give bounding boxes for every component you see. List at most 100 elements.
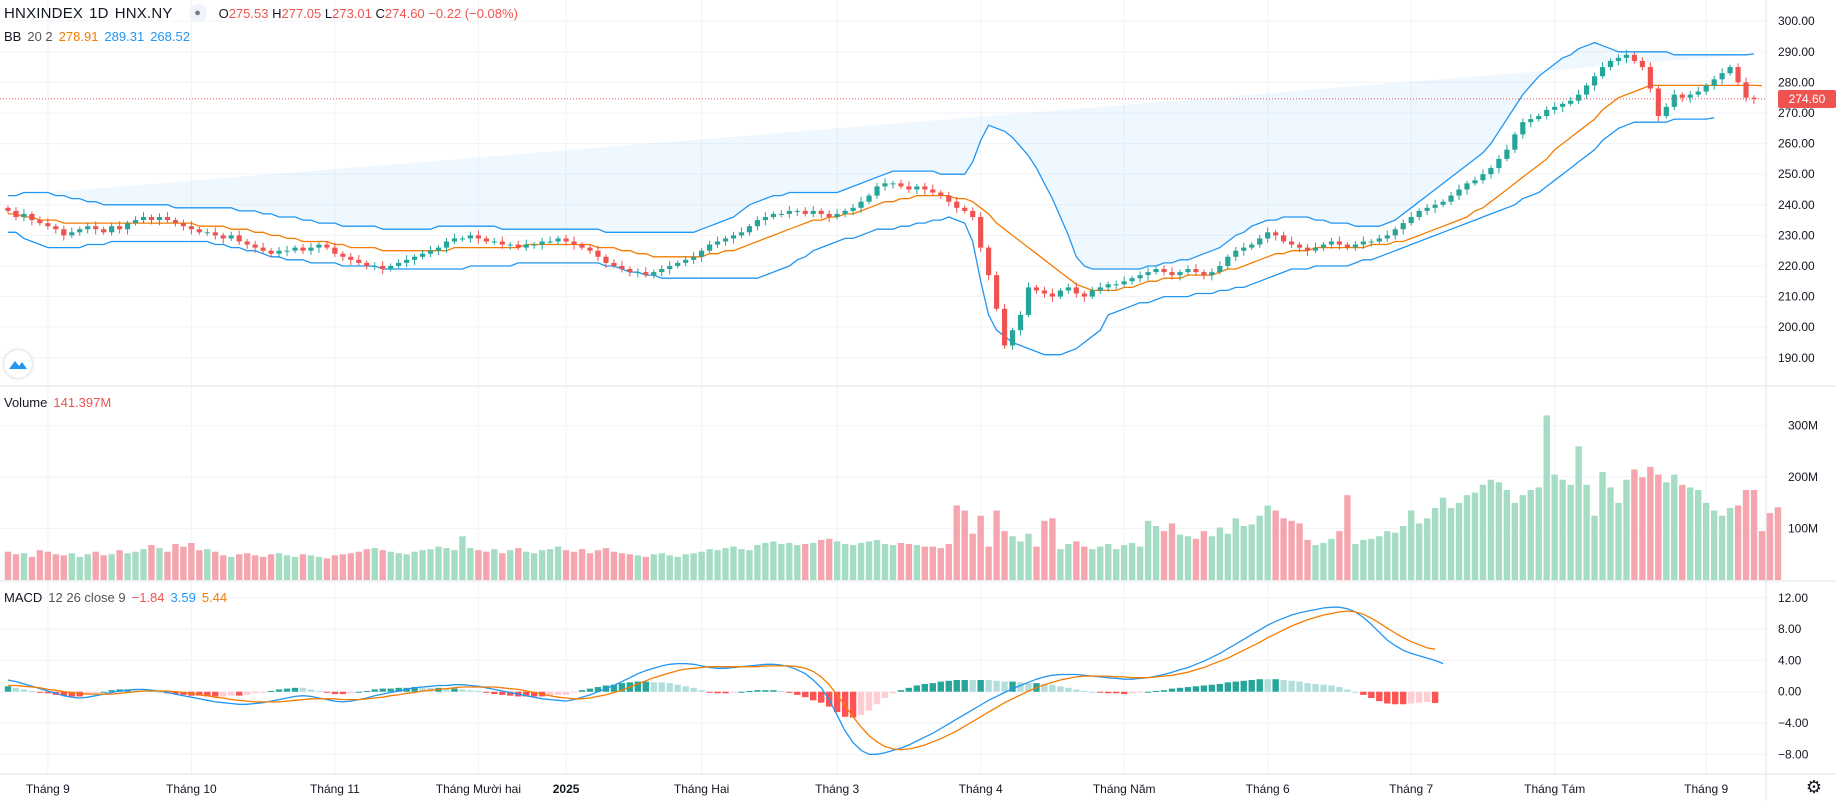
candle-body[interactable] bbox=[675, 262, 681, 266]
macd-histogram-bar[interactable] bbox=[68, 691, 75, 697]
macd-histogram-bar[interactable] bbox=[275, 689, 283, 692]
volume-bar[interactable] bbox=[1232, 518, 1239, 580]
macd-histogram-bar[interactable] bbox=[347, 691, 355, 694]
volume-bar[interactable] bbox=[1256, 515, 1263, 580]
macd-histogram-bar[interactable] bbox=[1073, 689, 1080, 692]
candle-body[interactable] bbox=[786, 210, 792, 214]
volume-bar[interactable] bbox=[1695, 490, 1702, 580]
volume-bar[interactable] bbox=[1415, 523, 1423, 580]
volume-bar[interactable] bbox=[1400, 526, 1407, 580]
macd-histogram-bar[interactable] bbox=[714, 691, 721, 694]
macd-pane[interactable] bbox=[4, 606, 1444, 755]
candle-body[interactable] bbox=[117, 226, 123, 230]
macd-histogram-bar[interactable] bbox=[993, 680, 1000, 692]
volume-bar[interactable] bbox=[1607, 487, 1614, 580]
macd-histogram-bar[interactable] bbox=[1065, 687, 1072, 692]
volume-bar[interactable] bbox=[546, 549, 554, 580]
macd-histogram-bar[interactable] bbox=[1152, 690, 1160, 692]
volume-bar[interactable] bbox=[12, 554, 20, 580]
candle-body[interactable] bbox=[898, 183, 904, 187]
macd-legend[interactable]: MACD 12 26 close 9 −1.84 3.59 5.44 bbox=[4, 590, 227, 605]
candle-body[interactable] bbox=[180, 223, 186, 227]
macd-histogram-bar[interactable] bbox=[873, 691, 881, 705]
macd-histogram-bar[interactable] bbox=[610, 684, 618, 692]
candle-body[interactable] bbox=[730, 235, 737, 239]
volume-bar[interactable] bbox=[283, 555, 291, 580]
candle-body[interactable] bbox=[1041, 290, 1048, 294]
volume-bar[interactable] bbox=[1655, 474, 1662, 580]
macd-histogram-bar[interactable] bbox=[1248, 680, 1255, 692]
macd-histogram-bar[interactable] bbox=[491, 691, 498, 695]
candle-body[interactable] bbox=[746, 226, 753, 233]
macd-histogram-bar[interactable] bbox=[243, 691, 251, 695]
candle-body[interactable] bbox=[1591, 76, 1598, 86]
volume-bar[interactable] bbox=[1152, 526, 1160, 580]
volume-bar[interactable] bbox=[714, 550, 721, 580]
volume-bar[interactable] bbox=[889, 545, 897, 580]
macd-histogram-bar[interactable] bbox=[562, 691, 570, 695]
volume-bar[interactable] bbox=[1280, 518, 1287, 580]
candle-body[interactable] bbox=[252, 244, 258, 248]
volume-bar[interactable] bbox=[762, 542, 769, 580]
macd-histogram-bar[interactable] bbox=[1144, 691, 1152, 693]
candle-body[interactable] bbox=[1065, 287, 1071, 291]
volume-bar[interactable] bbox=[451, 550, 458, 580]
volume-bar[interactable] bbox=[1360, 539, 1367, 580]
candle-body[interactable] bbox=[1751, 97, 1757, 99]
candle-body[interactable] bbox=[13, 210, 19, 218]
macd-histogram-bar[interactable] bbox=[220, 691, 227, 697]
volume-bar[interactable] bbox=[491, 549, 498, 580]
volume-bar[interactable] bbox=[1264, 505, 1271, 580]
macd-histogram-bar[interactable] bbox=[841, 691, 849, 717]
candle-body[interactable] bbox=[1169, 272, 1175, 276]
macd-histogram-bar[interactable] bbox=[1384, 691, 1391, 704]
volume-bar[interactable] bbox=[594, 550, 602, 580]
candle-body[interactable] bbox=[1528, 119, 1534, 123]
macd-histogram-bar[interactable] bbox=[1431, 691, 1439, 704]
volume-pane[interactable] bbox=[4, 415, 1782, 580]
volume-bar[interactable] bbox=[1519, 495, 1526, 580]
candle-body[interactable] bbox=[754, 220, 761, 227]
candle-body[interactable] bbox=[37, 220, 43, 224]
volume-bar[interactable] bbox=[403, 554, 410, 580]
volume-bar[interactable] bbox=[1240, 526, 1247, 580]
candle-body[interactable] bbox=[1400, 223, 1406, 230]
macd-histogram-bar[interactable] bbox=[1089, 691, 1096, 693]
volume-bar[interactable] bbox=[291, 556, 299, 580]
volume-bar[interactable] bbox=[642, 556, 649, 580]
volume-bar[interactable] bbox=[1208, 536, 1216, 580]
macd-histogram-bar[interactable] bbox=[180, 691, 187, 695]
volume-bar[interactable] bbox=[1671, 474, 1678, 580]
volume-bar[interactable] bbox=[857, 542, 865, 580]
volume-bar[interactable] bbox=[698, 551, 705, 580]
candle-body[interactable] bbox=[890, 183, 896, 185]
candle-body[interactable] bbox=[396, 262, 402, 266]
candle-body[interactable] bbox=[978, 217, 984, 248]
volume-bar[interactable] bbox=[929, 546, 937, 580]
volume-bar[interactable] bbox=[515, 548, 522, 580]
volume-bar[interactable] bbox=[204, 549, 211, 580]
volume-bar[interactable] bbox=[650, 554, 657, 580]
macd-histogram-bar[interactable] bbox=[746, 690, 753, 692]
candle-body[interactable] bbox=[1416, 210, 1422, 218]
volume-bar[interactable] bbox=[794, 545, 801, 580]
volume-bar[interactable] bbox=[411, 551, 418, 580]
volume-bar[interactable] bbox=[299, 554, 307, 580]
candle-body[interactable] bbox=[1512, 134, 1518, 150]
candle-body[interactable] bbox=[611, 262, 617, 266]
candle-body[interactable] bbox=[531, 244, 537, 246]
volume-bar[interactable] bbox=[586, 553, 594, 580]
macd-histogram-bar[interactable] bbox=[339, 691, 347, 695]
macd-histogram-bar[interactable] bbox=[554, 691, 562, 695]
candle-body[interactable] bbox=[1249, 244, 1255, 248]
volume-bar[interactable] bbox=[148, 545, 155, 580]
candle-body[interactable] bbox=[1057, 290, 1063, 297]
volume-bar[interactable] bbox=[1368, 538, 1375, 580]
volume-bar[interactable] bbox=[355, 551, 362, 580]
volume-bar[interactable] bbox=[1025, 533, 1032, 580]
macd-histogram-bar[interactable] bbox=[1184, 687, 1192, 692]
volume-bar[interactable] bbox=[1176, 534, 1184, 580]
volume-bar[interactable] bbox=[1679, 484, 1686, 580]
volume-bar[interactable] bbox=[100, 555, 107, 580]
volume-bar[interactable] bbox=[1336, 531, 1343, 580]
